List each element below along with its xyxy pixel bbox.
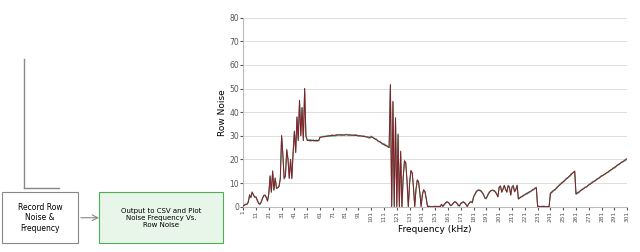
Text: Record Row
Noise &
Frequency: Record Row Noise & Frequency	[18, 203, 63, 233]
FancyBboxPatch shape	[99, 192, 223, 243]
X-axis label: Frequency (kHz): Frequency (kHz)	[399, 225, 472, 234]
Text: Output to CSV and Plot
Noise Frequency Vs.
Row Noise: Output to CSV and Plot Noise Frequency V…	[121, 208, 201, 228]
Y-axis label: Row Noise: Row Noise	[218, 89, 227, 136]
FancyBboxPatch shape	[3, 192, 78, 243]
